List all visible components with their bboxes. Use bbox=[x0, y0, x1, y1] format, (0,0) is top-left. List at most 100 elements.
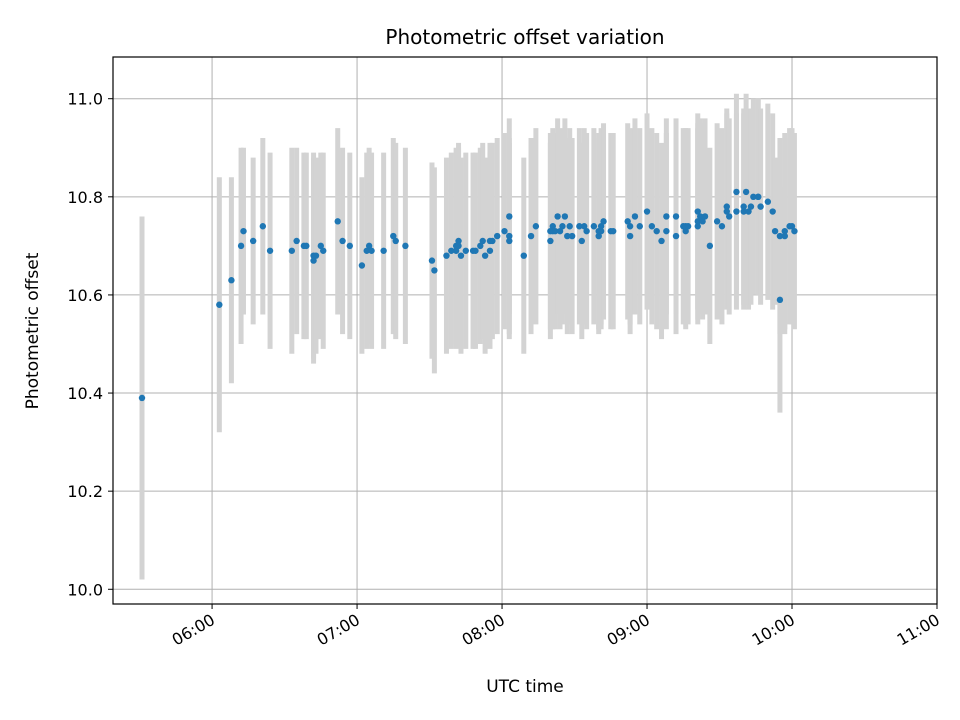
data-point bbox=[672, 232, 680, 240]
data-point bbox=[636, 223, 643, 230]
y-axis: 10.0 10.2 10.4 10.6 10.8 11.0 bbox=[67, 90, 113, 599]
data-point bbox=[559, 223, 566, 230]
data-point bbox=[477, 242, 484, 250]
data-point bbox=[566, 223, 573, 230]
x-axis: 06:00 07:00 08:00 09:00 10:00 11:00 bbox=[169, 604, 943, 650]
y-tick-label: 10.6 bbox=[67, 286, 103, 305]
data-point bbox=[740, 203, 747, 210]
data-point bbox=[733, 208, 740, 215]
data-point bbox=[757, 203, 764, 210]
x-tick-label: 06:00 bbox=[169, 610, 218, 650]
x-axis-label: UTC time bbox=[486, 677, 564, 697]
data-point bbox=[489, 237, 496, 245]
data-point bbox=[556, 227, 564, 235]
data-point bbox=[138, 394, 146, 402]
data-point bbox=[718, 223, 726, 230]
data-point bbox=[520, 252, 527, 259]
data-point bbox=[479, 237, 486, 245]
y-tick-label: 10.4 bbox=[67, 384, 103, 403]
data-point bbox=[358, 262, 366, 269]
data-point bbox=[320, 247, 327, 254]
data-point bbox=[237, 242, 245, 250]
data-point bbox=[339, 237, 346, 245]
data-point bbox=[228, 277, 235, 284]
data-point bbox=[754, 193, 762, 201]
data-point bbox=[663, 213, 670, 220]
data-point bbox=[684, 223, 692, 230]
data-point bbox=[527, 232, 535, 240]
data-point bbox=[723, 208, 730, 215]
data-point bbox=[694, 208, 701, 215]
data-point bbox=[494, 232, 501, 240]
data-point bbox=[240, 227, 247, 235]
data-point bbox=[696, 213, 704, 220]
data-point bbox=[303, 242, 310, 250]
data-point bbox=[259, 223, 267, 230]
data-point bbox=[694, 223, 701, 230]
data-point bbox=[672, 213, 680, 220]
data-point bbox=[590, 223, 598, 230]
data-point bbox=[549, 223, 556, 230]
data-point bbox=[706, 242, 714, 250]
data-point bbox=[506, 237, 513, 245]
data-point bbox=[723, 203, 730, 210]
data-point bbox=[742, 188, 750, 196]
data-point bbox=[363, 247, 370, 254]
data-point bbox=[452, 247, 460, 254]
data-point bbox=[547, 237, 554, 245]
data-point bbox=[725, 213, 733, 220]
data-point bbox=[740, 208, 747, 215]
data-point bbox=[346, 242, 354, 250]
data-point bbox=[578, 237, 585, 245]
data-point bbox=[462, 247, 469, 254]
data-point bbox=[293, 237, 300, 245]
data-point bbox=[624, 218, 631, 225]
data-point bbox=[663, 227, 670, 235]
data-point bbox=[694, 218, 701, 225]
data-point bbox=[312, 252, 320, 259]
data-point bbox=[266, 247, 274, 254]
data-point bbox=[568, 232, 576, 240]
data-point bbox=[595, 232, 602, 240]
data-point bbox=[769, 208, 776, 215]
data-point bbox=[448, 247, 455, 254]
data-point bbox=[554, 213, 561, 220]
plot-frame bbox=[112, 56, 938, 605]
data-point bbox=[457, 252, 465, 259]
error-bars bbox=[139, 93, 797, 580]
y-tick-label: 10.2 bbox=[67, 482, 103, 501]
data-point bbox=[506, 213, 513, 220]
data-point bbox=[472, 247, 479, 254]
data-point bbox=[501, 227, 508, 235]
data-point bbox=[791, 227, 798, 235]
data-point bbox=[682, 227, 689, 235]
data-point bbox=[653, 227, 660, 235]
data-point bbox=[648, 223, 656, 230]
y-tick-label: 11.0 bbox=[67, 90, 103, 109]
data-point bbox=[552, 227, 559, 235]
x-tick-label: 08:00 bbox=[459, 610, 508, 650]
data-point bbox=[365, 242, 373, 250]
data-point bbox=[334, 218, 341, 225]
data-point bbox=[486, 247, 494, 254]
data-point bbox=[368, 247, 375, 254]
data-point bbox=[455, 237, 462, 245]
data-point bbox=[288, 247, 296, 254]
x-tick-label: 11:00 bbox=[894, 610, 943, 650]
data-point bbox=[481, 252, 489, 259]
x-tick-label: 07:00 bbox=[314, 610, 363, 650]
data-point bbox=[600, 218, 607, 225]
data-point bbox=[564, 232, 571, 240]
data-point bbox=[699, 218, 706, 225]
data-point bbox=[428, 257, 436, 264]
data-point bbox=[443, 252, 450, 259]
data-point bbox=[626, 232, 634, 240]
x-tick-label: 10:00 bbox=[749, 610, 798, 650]
data-point bbox=[576, 223, 583, 230]
data-point bbox=[781, 232, 788, 240]
data-point bbox=[455, 242, 462, 250]
data-point bbox=[431, 267, 438, 274]
data-point bbox=[747, 203, 755, 210]
data-point bbox=[764, 198, 772, 205]
data-point bbox=[402, 242, 409, 250]
